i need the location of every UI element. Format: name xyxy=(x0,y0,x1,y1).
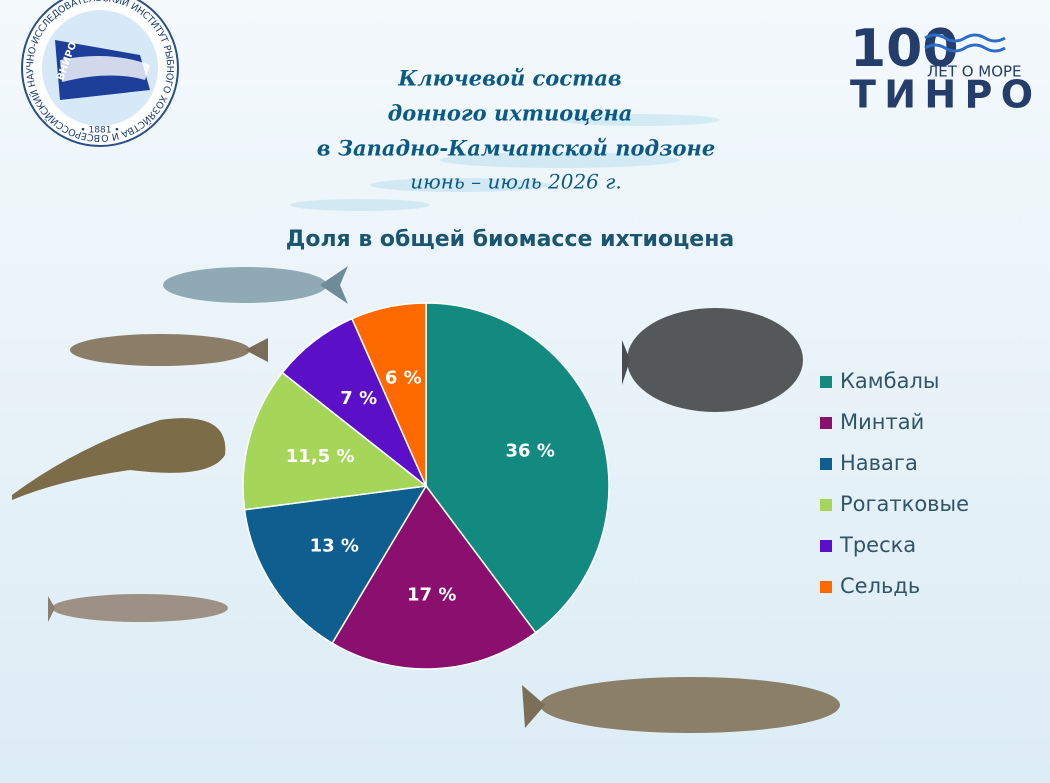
value-label: 36 % xyxy=(506,440,555,461)
fish-illustrations xyxy=(12,266,840,733)
fish-navaga xyxy=(48,594,228,622)
pie-slice xyxy=(243,485,428,645)
legend-label: Треска xyxy=(839,533,916,557)
fish-pollock xyxy=(522,677,840,733)
value-label: 7 % xyxy=(340,388,377,409)
legend-swatch xyxy=(820,417,832,429)
legend-label: Сельдь xyxy=(840,574,920,598)
title-line: донного ихтиоцена xyxy=(388,101,633,126)
title-line: в Западно-Камчатской подзоне xyxy=(317,136,715,161)
value-label: 13 % xyxy=(310,535,359,556)
fish-flounder xyxy=(622,308,803,412)
pie-slice xyxy=(331,484,537,670)
legend-swatch xyxy=(820,458,832,470)
logo-year: • 1881 • xyxy=(80,126,119,136)
value-label: 11,5 % xyxy=(286,446,355,467)
pie-slice xyxy=(242,371,428,511)
legend-label: Навага xyxy=(840,451,918,475)
legend-label: Камбалы xyxy=(840,369,939,393)
fish-herring xyxy=(163,266,348,304)
pie-slice xyxy=(350,302,427,487)
legend-label: Минтай xyxy=(840,410,924,434)
title-line: Ключевой состав xyxy=(397,66,621,91)
subtitle: Доля в общей биомассе ихтиоцена xyxy=(286,227,735,252)
legend-swatch xyxy=(820,581,832,593)
legend-swatch xyxy=(820,499,832,511)
pie-slice xyxy=(425,302,610,634)
fish-sculpin xyxy=(12,418,226,500)
value-label: 17 % xyxy=(407,585,456,606)
legend-swatch xyxy=(820,540,832,552)
legend-label: Рогатковые xyxy=(840,492,969,516)
period: июнь – июль 2026 г. xyxy=(410,170,621,194)
value-label: 6 % xyxy=(385,368,422,389)
decor-fish-streaks xyxy=(290,114,720,211)
legend-swatch xyxy=(820,376,832,388)
fish-cod-small xyxy=(70,334,268,366)
logo-number: 100 xyxy=(850,19,959,79)
logo-tagline: ЛЕТ О МОРЕ xyxy=(927,63,1022,81)
